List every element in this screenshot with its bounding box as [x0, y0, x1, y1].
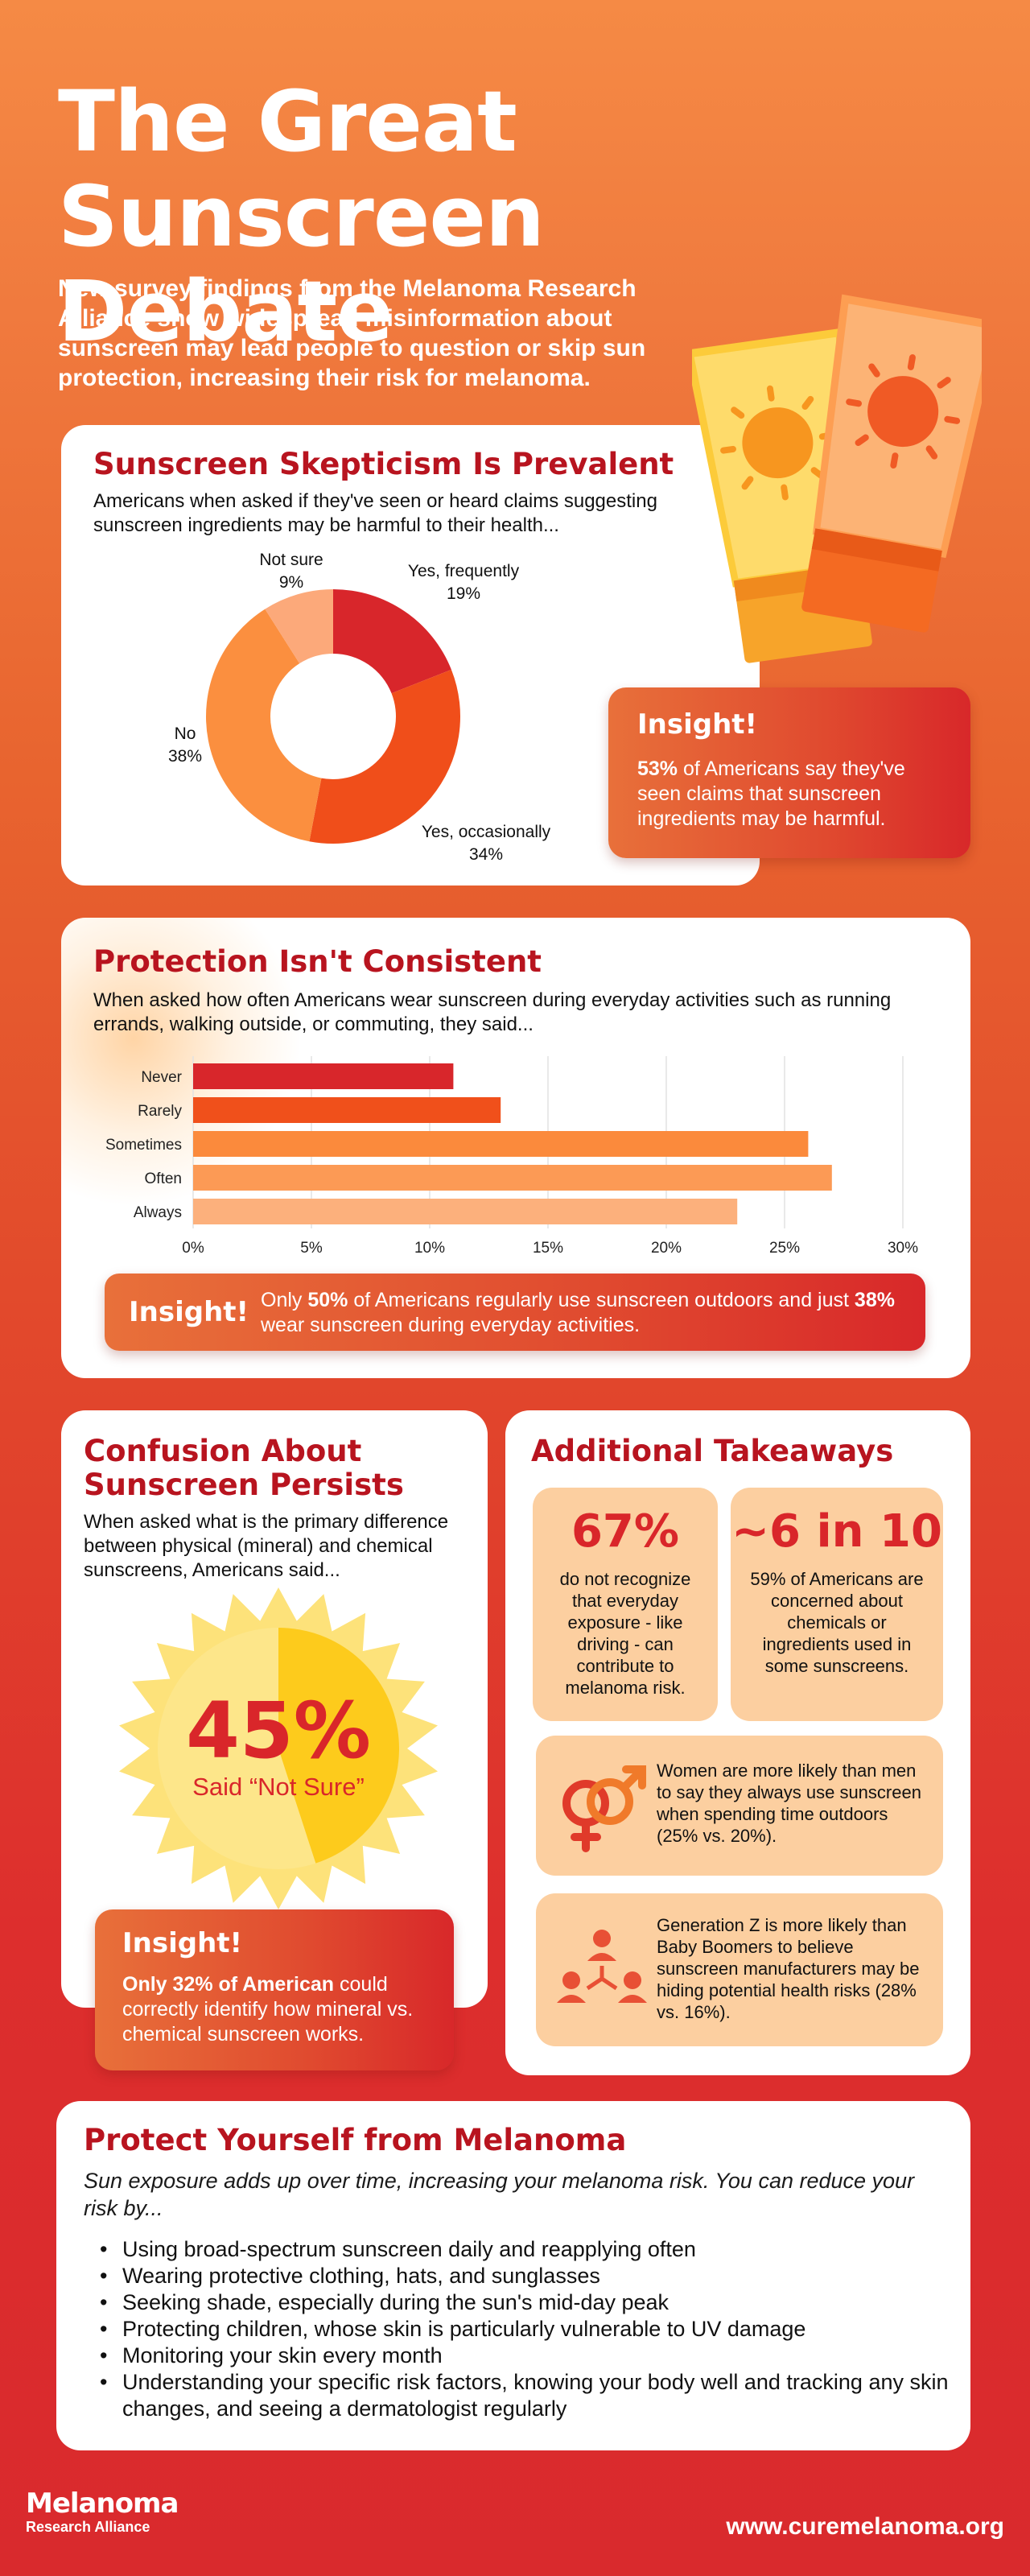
intro-text: New survey findings from the Melanoma Re… [58, 275, 646, 391]
takeaways-card: Additional Takeaways 67% do not recogniz… [505, 1410, 970, 2075]
y-tick-label: Never [141, 1069, 182, 1086]
donut-value-label: 9% [279, 573, 303, 592]
donut-label: Yes, frequently [408, 562, 520, 580]
list-item: Monitoring your skin every month [84, 2343, 953, 2369]
protection-insight-p1: Only [261, 1289, 308, 1311]
bar [193, 1165, 832, 1191]
list-item: Seeking shade, especially during the sun… [84, 2289, 953, 2316]
donut-value-label: 34% [469, 845, 503, 864]
list-item: Using broad-spectrum sunscreen daily and… [84, 2236, 953, 2263]
donut-slice [333, 589, 451, 694]
protection-insight-heading: Insight! [129, 1296, 249, 1328]
protection-insight-b2: 38% [854, 1289, 895, 1311]
sun-big-value: 45% [186, 1686, 371, 1776]
confusion-title-line2: Sunscreen Persists [84, 1468, 404, 1502]
x-tick-label: 20% [651, 1240, 682, 1257]
skepticism-insight-text: 53% of Americans say they've seen claims… [637, 757, 951, 832]
takeaway-tile-genz: Generation Z is more likely than Baby Bo… [536, 1893, 943, 2046]
protect-title: Protect Yourself from Melanoma [84, 2123, 627, 2157]
donut-value-label: 19% [447, 584, 480, 603]
takeaways-title: Additional Takeaways [531, 1434, 894, 1468]
protection-insight-b1: 50% [307, 1289, 348, 1311]
donut-label: Not sure [259, 551, 323, 569]
donut-label: Yes, occasionally [422, 823, 551, 841]
donut-slice [205, 609, 322, 842]
y-tick-label: Rarely [138, 1103, 182, 1120]
protection-insight-text: Only 50% of Americans regularly use suns… [261, 1288, 904, 1338]
donut-value-label: 38% [168, 747, 202, 766]
protect-lead: Sun exposure adds up over time, increasi… [84, 2169, 915, 2220]
tile2-number: ~6 in 10 [731, 1505, 942, 1558]
protection-insight-p2: of Americans regularly use sunscreen out… [348, 1289, 855, 1311]
skepticism-subtitle: Americans when asked if they've seen or … [93, 490, 657, 536]
bar-chart: 0% 5% 10% 15% 20% 25% 30% Never Rarely Sometimes O… [105, 1056, 918, 1257]
tile1-text: do not recognize that everyday exposure … [559, 1569, 691, 1698]
tile4-text: Generation Z is more likely than Baby Bo… [657, 1915, 920, 2022]
logo-line1: Melanoma [26, 2487, 179, 2520]
footer-logo[interactable]: Melanoma Research Alliance [26, 2487, 179, 2536]
confusion-insight-bold: Only 32% of American [122, 1973, 335, 1996]
donut-slice [265, 589, 333, 664]
bar [193, 1063, 454, 1089]
tile2-text: 59% of Americans are concerned about che… [750, 1569, 924, 1676]
skepticism-insight: Insight! 53% of Americans say they've se… [608, 687, 970, 858]
bar [193, 1097, 501, 1123]
tile1-number: 67% [571, 1505, 680, 1558]
x-tick-label: 25% [769, 1240, 800, 1257]
donut-chart: Yes, frequently 19% Yes, occasionally 34% No… [168, 551, 551, 864]
sun-chart [119, 1587, 438, 1909]
confusion-title-line1: Confusion About [84, 1434, 362, 1468]
donut-slice [309, 669, 461, 844]
confusion-title: Confusion About Sunscreen Persists [84, 1435, 470, 1502]
people-network-icon [557, 1930, 647, 2003]
logo-line2: Research Alliance [26, 2519, 150, 2535]
protection-card: Protection Isn't Consistent When asked h… [61, 918, 970, 1378]
y-tick-label: Often [145, 1170, 182, 1187]
y-tick-label: Sometimes [105, 1137, 182, 1154]
x-tick-label: 30% [888, 1240, 918, 1257]
takeaway-tile-6in10: ~6 in 10 59% of Americans are concerned … [731, 1488, 943, 1721]
tile3-text: Women are more likely than men to say th… [657, 1761, 921, 1846]
page-title: The Great Sunscreen Debate [58, 74, 863, 359]
protection-insight-p3: wear sunscreen during everyday activitie… [261, 1314, 641, 1336]
skepticism-title: Sunscreen Skepticism Is Prevalent [93, 447, 674, 481]
x-tick-label: 10% [414, 1240, 445, 1257]
confusion-insight: Insight! Only 32% of American could corr… [95, 1909, 454, 2070]
protection-insight: Insight! Only 50% of Americans regularly… [105, 1274, 925, 1351]
footer-url[interactable]: www.curemelanoma.org [726, 2513, 1004, 2540]
confusion-insight-text: Only 32% of American could correctly ide… [122, 1972, 436, 2047]
protection-subtitle: When asked how often Americans wear suns… [93, 989, 892, 1035]
confusion-insight-heading: Insight! [122, 1927, 243, 1959]
x-tick-label: 15% [533, 1240, 563, 1257]
bar [193, 1199, 738, 1224]
gender-icon [562, 1765, 646, 1852]
confusion-card: Confusion About Sunscreen Persists When … [61, 1410, 488, 2008]
protect-card: Protect Yourself from Melanoma Sun expos… [56, 2101, 970, 2450]
y-tick-label: Always [134, 1204, 182, 1221]
confusion-subtitle: When asked what is the primary differenc… [84, 1511, 449, 1581]
title-line-2: Sunscreen Debate [58, 167, 545, 361]
takeaway-tile-67: 67% do not recognize that everyday expos… [533, 1488, 718, 1721]
skepticism-insight-rest: of Americans say they've seen claims tha… [637, 758, 905, 830]
bar [193, 1131, 809, 1157]
protect-list: Using broad-spectrum sunscreen daily and… [84, 2236, 953, 2422]
protection-title: Protection Isn't Consistent [93, 944, 542, 979]
x-tick-label: 5% [300, 1240, 323, 1257]
sunscreen-tubes-illustration [692, 294, 982, 663]
skepticism-insight-heading: Insight! [637, 708, 758, 741]
skepticism-insight-bold: 53% [637, 758, 678, 780]
confusion-insight-rest: could correctly identify how mineral vs.… [122, 1973, 414, 2046]
sun-wedge-not-sure [278, 1628, 399, 1864]
x-tick-label: 0% [182, 1240, 204, 1257]
list-item: Protecting children, whose skin is parti… [84, 2316, 953, 2343]
title-line-1: The Great [58, 72, 517, 171]
sun-big-label: Said “Not Sure” [192, 1773, 365, 1801]
list-item: Understanding your specific risk factors… [84, 2369, 953, 2422]
list-item: Wearing protective clothing, hats, and s… [84, 2263, 953, 2289]
donut-label: No [175, 724, 196, 743]
takeaway-tile-women: Women are more likely than men to say th… [536, 1736, 943, 1876]
